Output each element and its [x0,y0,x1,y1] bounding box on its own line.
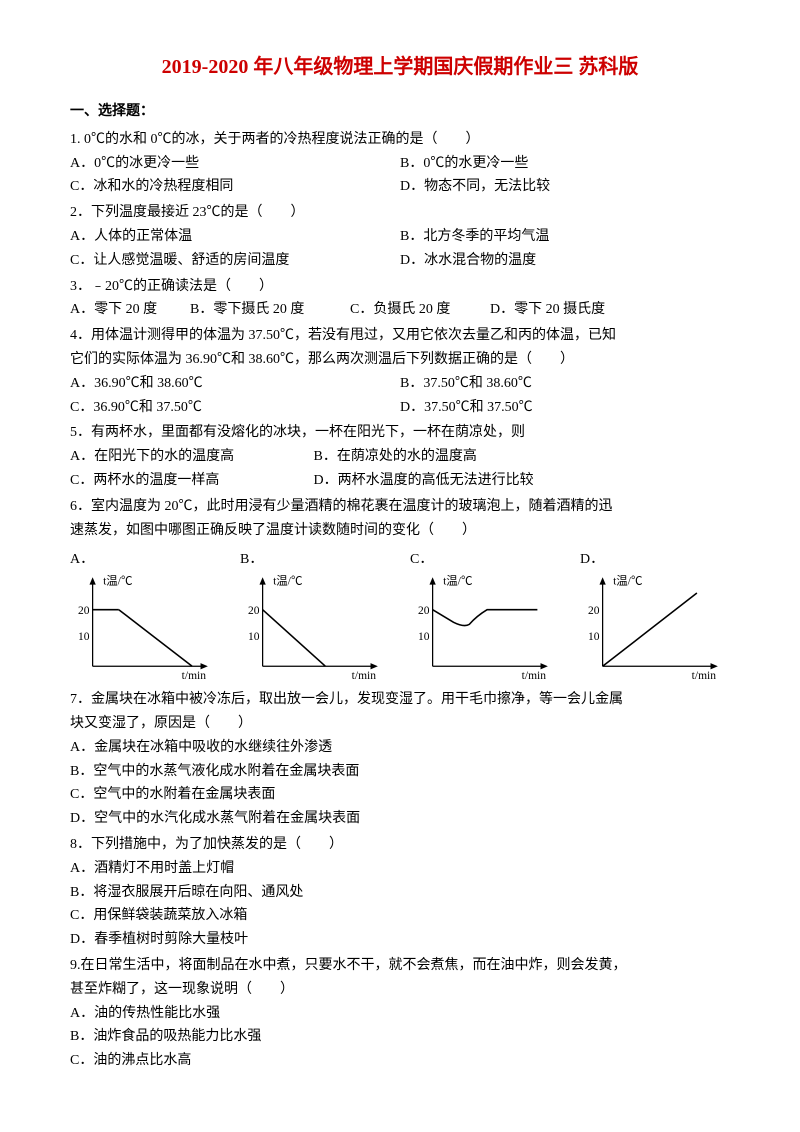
svg-text:t温/℃: t温/℃ [273,574,303,588]
q3-opt-d: D．零下 20 摄氏度 [490,298,605,322]
q4-opt-b: B．37.50℃和 38.60℃ [400,372,532,396]
svg-text:10: 10 [78,631,90,643]
page-title: 2019-2020 年八年级物理上学期国庆假期作业三 苏科版 [70,50,730,84]
q6-label-d: D． [580,548,600,572]
q1-text: 1. 0℃的水和 0℃的冰，关于两者的冷热程度说法正确的是（ ） [70,128,730,152]
q7-line1: 7．金属块在冰箱中被冷冻后，取出放一会儿，发现变湿了。用干毛巾擦净，等一会儿金属 [70,688,730,712]
q7-line2: 块又变湿了，原因是（ ） [70,712,730,736]
svg-text:20: 20 [248,605,260,617]
q6-chart-c: C． t温/℃ 20 10 t/min [410,548,560,682]
question-4: 4．用体温计测得甲的体温为 37.50℃，若没有甩过，又用它依次去量乙和丙的体温… [70,324,730,419]
q3-opt-a: A．零下 20 度 [70,298,190,322]
q6-label-a: A． [70,548,90,572]
svg-text:20: 20 [588,605,600,617]
q4-opt-a: A．36.90℃和 38.60℃ [70,372,400,396]
q9-line1: 9.在日常生活中，将面制品在水中煮，只要水不干，就不会煮焦，而在油中炸，则会发黄… [70,954,730,978]
section-header: 一、选择题： [70,100,730,124]
svg-text:t/min: t/min [522,670,547,682]
q9-opt-a: A．油的传热性能比水强 [70,1002,730,1026]
q7-opt-a: A．金属块在冰箱中吸收的水继续往外渗透 [70,736,730,760]
q5-opt-d: D．两杯水温度的高低无法进行比较 [314,473,534,488]
q6-line1: 6．室内温度为 20℃，此时用浸有少量酒精的棉花裹在温度计的玻璃泡上，随着酒精的… [70,495,730,519]
q6-label-c: C． [410,548,430,572]
question-5: 5．有两杯水，里面都有没熔化的冰块，一杯在阳光下，一杯在荫凉处，则 A．在阳光下… [70,421,730,492]
question-8: 8．下列措施中，为了加快蒸发的是（ ） A．酒精灯不用时盖上灯帽 B．将湿衣服展… [70,833,730,952]
q2-opt-c: C．让人感觉温暖、舒适的房间温度 [70,249,400,273]
svg-text:10: 10 [588,631,600,643]
q1-opt-d: D．物态不同，无法比较 [400,175,550,199]
question-1: 1. 0℃的水和 0℃的冰，关于两者的冷热程度说法正确的是（ ） A．0℃的冰更… [70,128,730,199]
q4-opt-d: D．37.50℃和 37.50℃ [400,396,533,420]
q5-opt-c: C．两杯水的温度一样高 [70,469,310,493]
q3-opt-b: B．零下摄氏 20 度 [190,298,350,322]
q5-opt-a: A．在阳光下的水的温度高 [70,445,310,469]
q8-opt-c: C．用保鲜袋装蔬菜放入冰箱 [70,904,730,928]
svg-text:t温/℃: t温/℃ [443,574,473,588]
q5-text: 5．有两杯水，里面都有没熔化的冰块，一杯在阳光下，一杯在荫凉处，则 [70,421,730,445]
q6-chart-b: B． t温/℃ 20 10 t/min [240,548,390,682]
q1-opt-c: C．冰和水的冷热程度相同 [70,175,400,199]
q4-opt-c: C．36.90℃和 37.50℃ [70,396,400,420]
question-6: 6．室内温度为 20℃，此时用浸有少量酒精的棉花裹在温度计的玻璃泡上，随着酒精的… [70,495,730,682]
q7-opt-c: C．空气中的水附着在金属块表面 [70,783,730,807]
q7-opt-d: D．空气中的水汽化成水蒸气附着在金属块表面 [70,807,730,831]
svg-text:t/min: t/min [182,670,207,682]
q8-text: 8．下列措施中，为了加快蒸发的是（ ） [70,833,730,857]
ylabel: t温/℃ [103,574,133,588]
q6-label-b: B． [240,548,260,572]
question-9: 9.在日常生活中，将面制品在水中煮，只要水不干，就不会煮焦，而在油中炸，则会发黄… [70,954,730,1073]
q8-opt-b: B．将湿衣服展开后晾在向阳、通风处 [70,881,730,905]
svg-text:t/min: t/min [692,670,717,682]
q3-opt-c: C．负摄氏 20 度 [350,298,490,322]
q1-opt-a: A．0℃的冰更冷一些 [70,152,400,176]
q6-chart-a: A． t温/℃ 20 10 t/min [70,548,220,682]
svg-text:t/min: t/min [352,670,377,682]
svg-text:20: 20 [78,605,90,617]
q2-text: 2．下列温度最接近 23℃的是（ ） [70,201,730,225]
q9-line2: 甚至炸糊了，这一现象说明（ ） [70,978,730,1002]
svg-text:10: 10 [418,631,430,643]
q4-line2: 它们的实际体温为 36.90℃和 38.60℃，那么两次测温后下列数据正确的是（… [70,348,730,372]
q2-opt-d: D．冰水混合物的温度 [400,249,536,273]
q6-line2: 速蒸发，如图中哪图正确反映了温度计读数随时间的变化（ ） [70,519,730,543]
q4-line1: 4．用体温计测得甲的体温为 37.50℃，若没有甩过，又用它依次去量乙和丙的体温… [70,324,730,348]
q9-opt-b: B．油炸食品的吸热能力比水强 [70,1025,730,1049]
q2-opt-a: A．人体的正常体温 [70,225,400,249]
svg-text:t温/℃: t温/℃ [613,574,643,588]
svg-text:20: 20 [418,605,430,617]
svg-text:10: 10 [248,631,260,643]
q6-chart-d: D． t温/℃ 20 10 t/min [580,548,730,682]
q5-opt-b: B．在荫凉处的水的温度高 [314,449,477,464]
question-2: 2．下列温度最接近 23℃的是（ ） A．人体的正常体温 B．北方冬季的平均气温… [70,201,730,272]
question-3: 3．﹣20℃的正确读法是（ ） A．零下 20 度 B．零下摄氏 20 度 C．… [70,275,730,323]
q3-text: 3．﹣20℃的正确读法是（ ） [70,275,730,299]
q1-opt-b: B．0℃的水更冷一些 [400,152,528,176]
q7-opt-b: B．空气中的水蒸气液化成水附着在金属块表面 [70,760,730,784]
question-7: 7．金属块在冰箱中被冷冻后，取出放一会儿，发现变湿了。用干毛巾擦净，等一会儿金属… [70,688,730,831]
q2-opt-b: B．北方冬季的平均气温 [400,225,549,249]
q8-opt-a: A．酒精灯不用时盖上灯帽 [70,857,730,881]
q9-opt-c: C．油的沸点比水高 [70,1049,730,1073]
q8-opt-d: D．春季植树时剪除大量枝叶 [70,928,730,952]
